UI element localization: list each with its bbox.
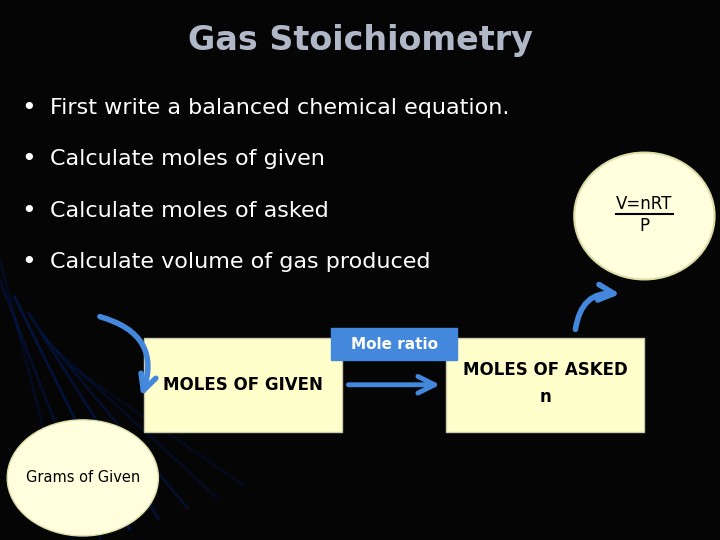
Text: •: • — [22, 250, 36, 274]
Text: Calculate moles of given: Calculate moles of given — [50, 149, 325, 170]
Text: •: • — [22, 147, 36, 171]
FancyBboxPatch shape — [446, 338, 644, 432]
Ellipse shape — [7, 420, 158, 536]
Text: MOLES OF GIVEN: MOLES OF GIVEN — [163, 376, 323, 394]
Text: Grams of Given: Grams of Given — [26, 470, 140, 485]
Text: •: • — [22, 199, 36, 222]
Text: P: P — [639, 217, 649, 235]
FancyBboxPatch shape — [144, 338, 342, 432]
Text: Calculate moles of asked: Calculate moles of asked — [50, 200, 329, 221]
Text: Gas Stoichiometry: Gas Stoichiometry — [188, 24, 532, 57]
Text: n: n — [539, 388, 552, 406]
Text: V=nRT: V=nRT — [616, 194, 672, 213]
FancyBboxPatch shape — [331, 328, 457, 361]
Text: Calculate volume of gas produced: Calculate volume of gas produced — [50, 252, 431, 272]
Text: Mole ratio: Mole ratio — [351, 337, 438, 352]
Text: •: • — [22, 96, 36, 120]
Text: MOLES OF ASKED: MOLES OF ASKED — [463, 361, 628, 379]
Text: First write a balanced chemical equation.: First write a balanced chemical equation… — [50, 98, 510, 118]
Ellipse shape — [575, 152, 714, 280]
